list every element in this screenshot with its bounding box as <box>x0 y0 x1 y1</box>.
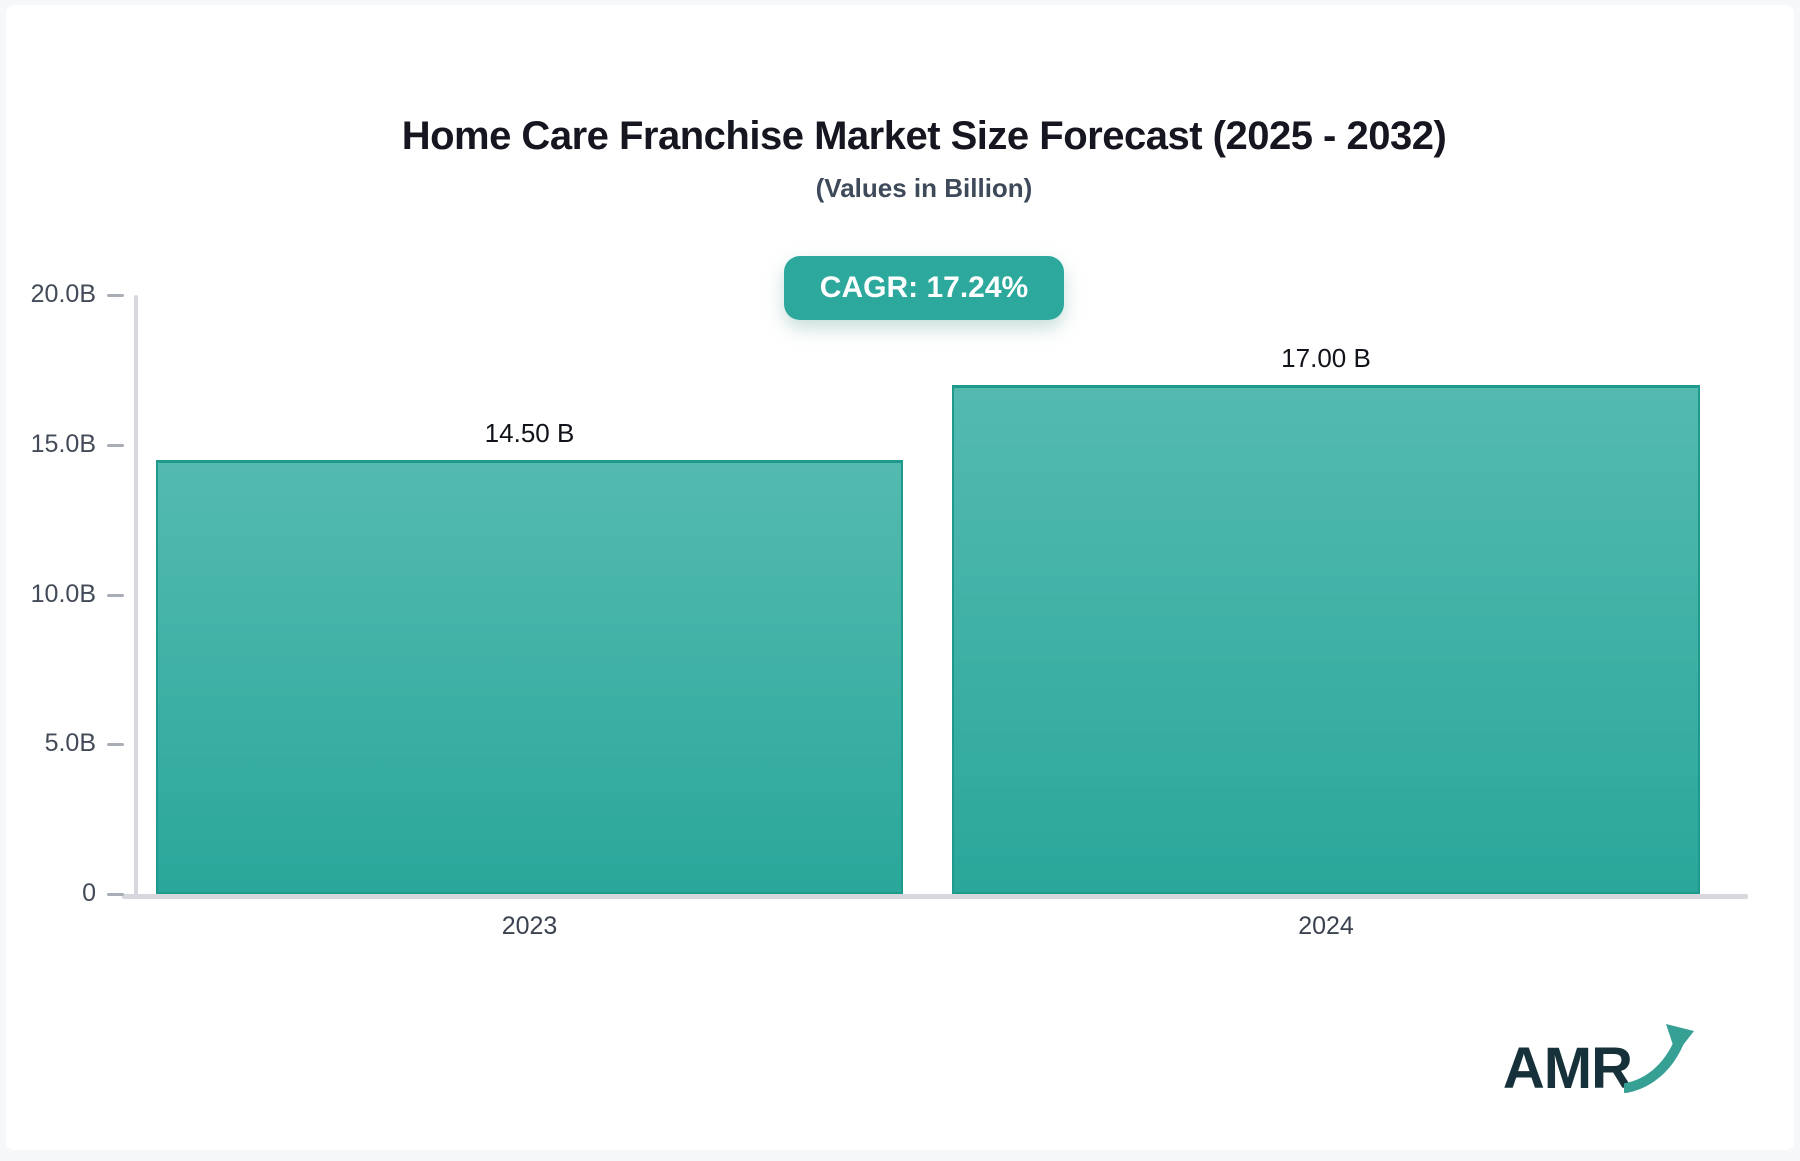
x-axis-label: 2023 <box>501 912 558 940</box>
y-tick-label: 0 <box>82 879 96 907</box>
bar-value-label: 14.50 B <box>484 417 575 448</box>
bar-2024[interactable] <box>952 384 1700 894</box>
bar-value-label: 17.00 B <box>1281 342 1371 373</box>
y-tick-label: 15.0B <box>30 429 96 458</box>
amr-logo: AMR <box>1503 1022 1696 1098</box>
growth-arrow-icon <box>1624 1024 1694 1093</box>
bar-2023[interactable] <box>156 459 903 894</box>
chart-card: Home Care Franchise Market Size Forecast… <box>6 5 1794 1150</box>
chart-subtitle: (Values in Billion) <box>815 173 1033 203</box>
chart-header: Home Care Franchise Market Size Forecast… <box>54 113 1794 320</box>
y-axis-line <box>134 295 138 896</box>
chart-title: Home Care Franchise Market Size Forecast… <box>401 114 1447 158</box>
x-axis-label: 2024 <box>1298 912 1354 940</box>
x-axis-line <box>122 894 1748 899</box>
cagr-badge: CAGR: 17.24% <box>783 256 1065 320</box>
amr-logo-text: AMR <box>1502 1036 1633 1101</box>
y-tick-mark <box>107 893 124 896</box>
y-tick-mark <box>107 743 124 747</box>
y-tick-label: 5.0B <box>44 729 96 758</box>
y-tick-mark <box>107 443 124 447</box>
y-tick-label: 10.0B <box>30 579 96 608</box>
y-tick-mark <box>107 593 124 597</box>
